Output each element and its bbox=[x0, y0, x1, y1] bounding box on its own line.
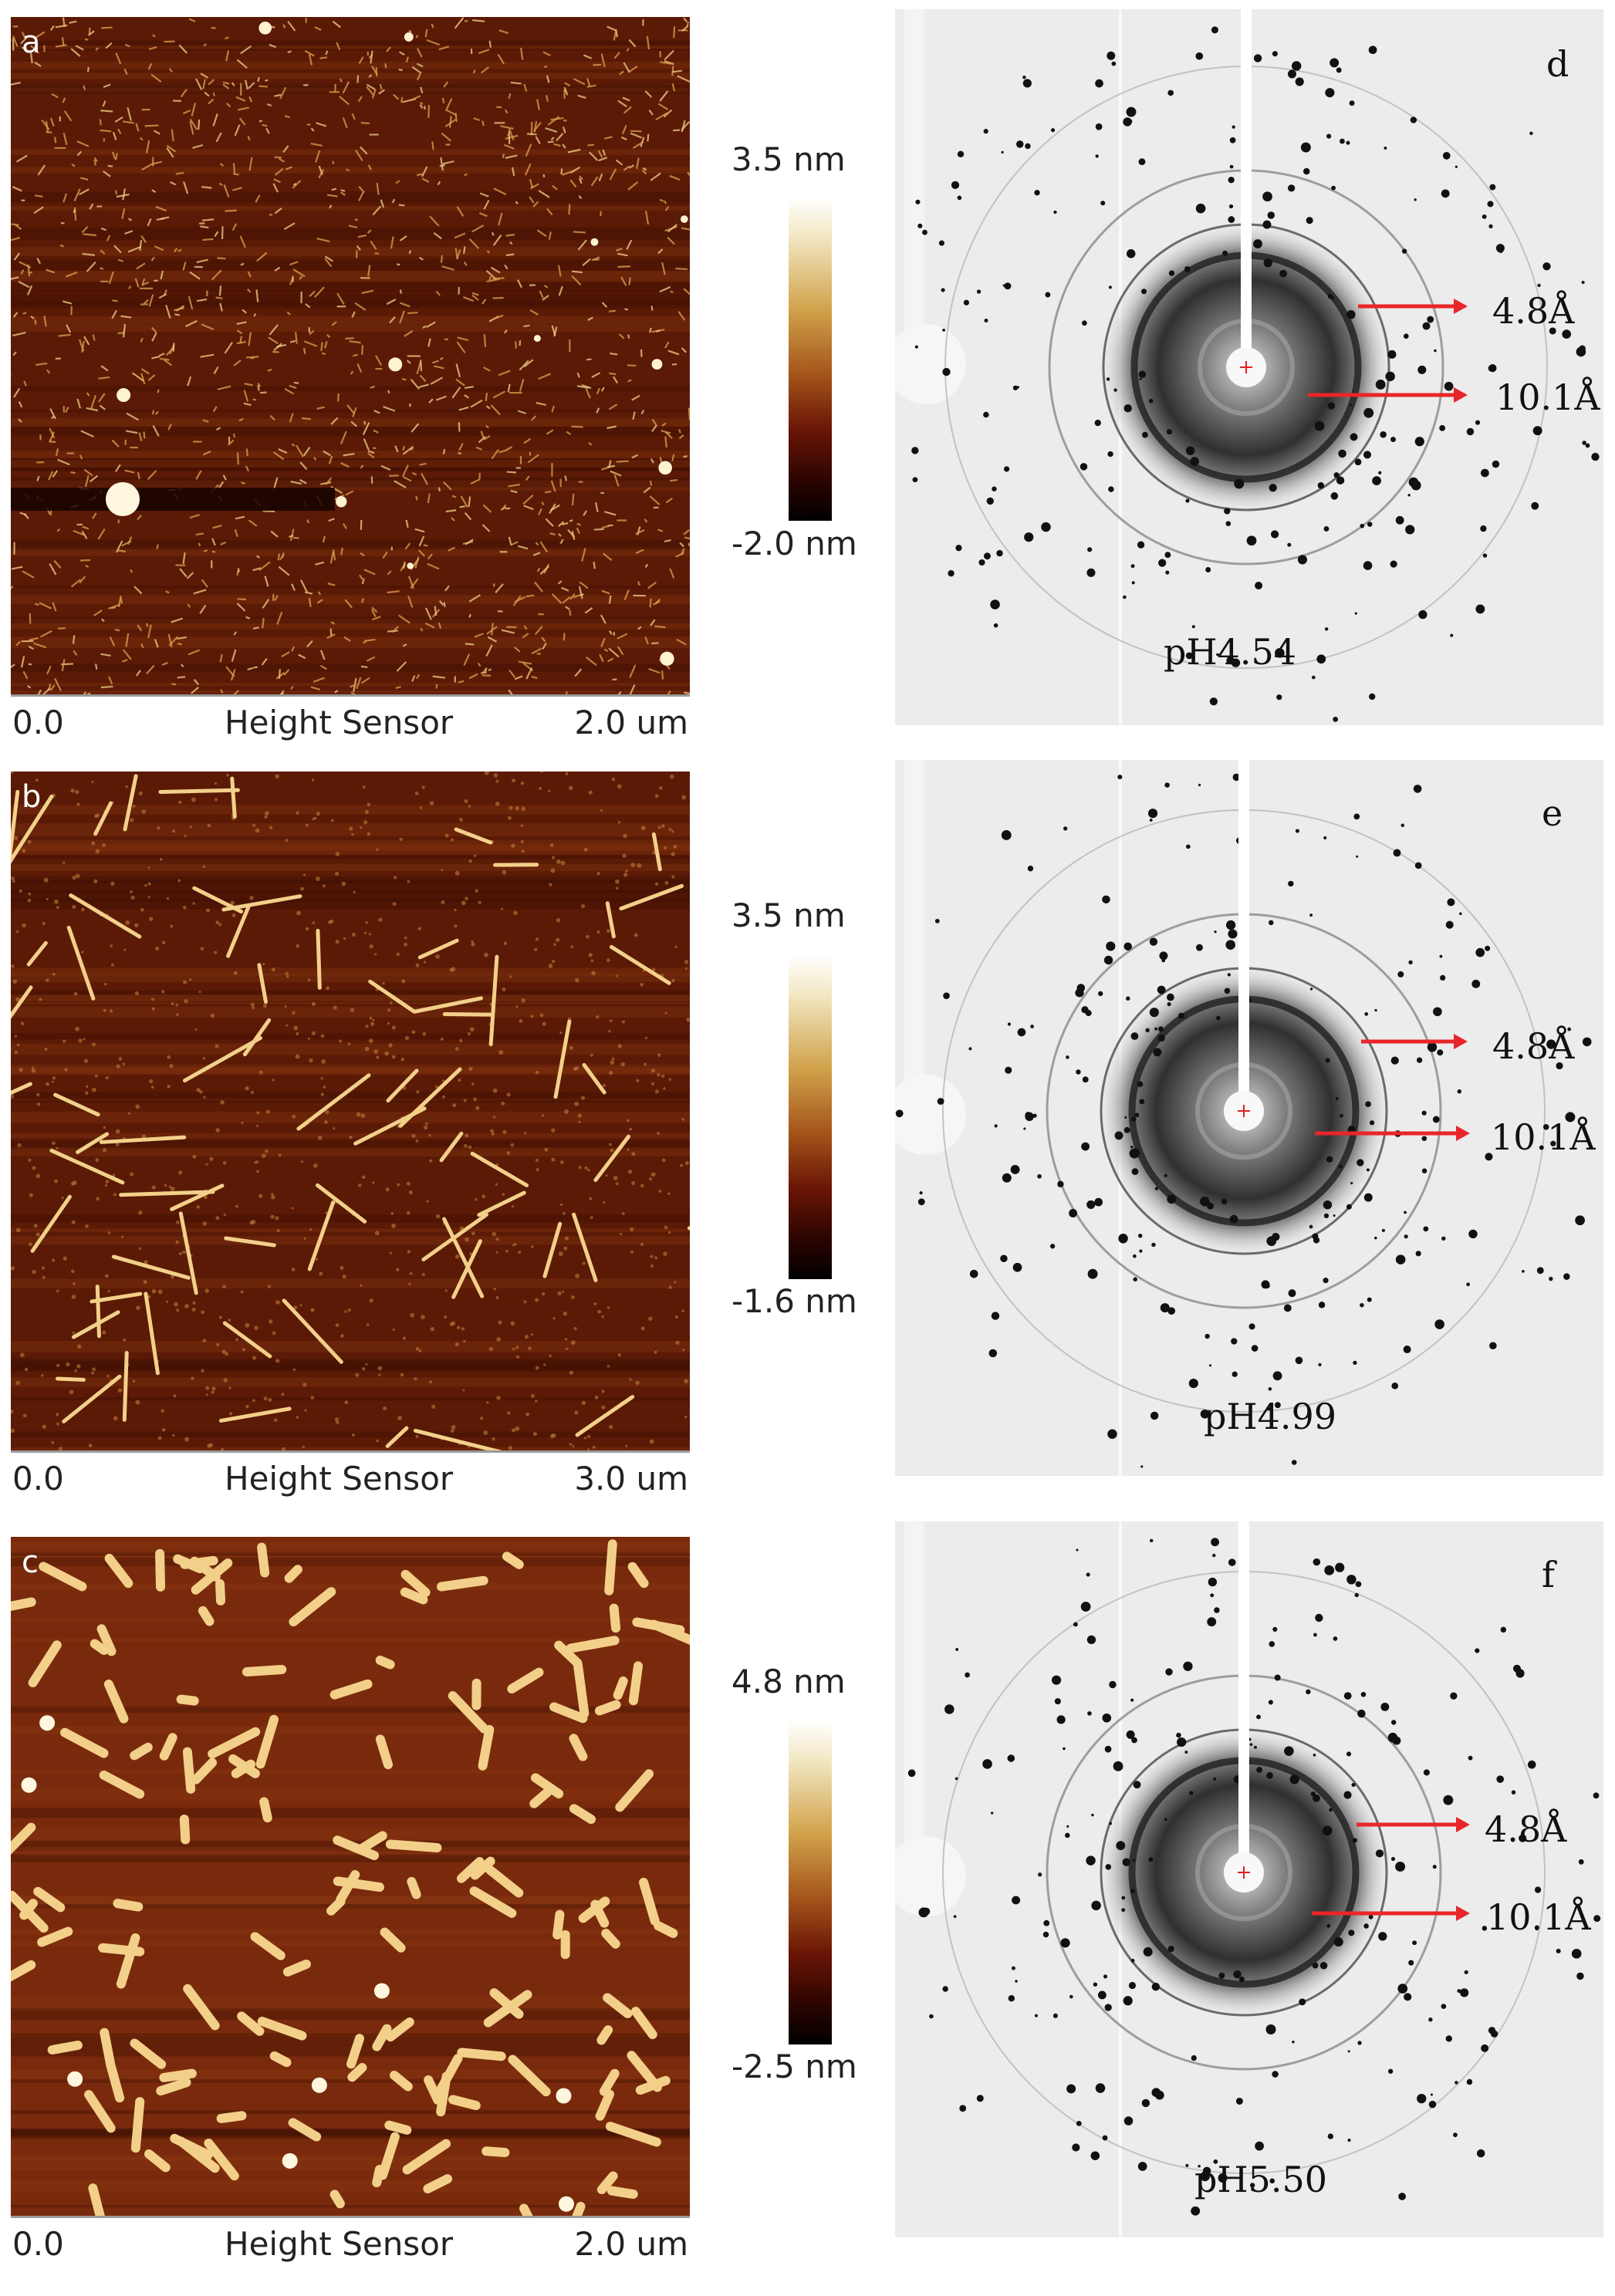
ph-label: pH4.99 bbox=[1204, 1396, 1336, 1437]
axis-line bbox=[11, 1450, 690, 1453]
afm-scale-axis-b: 0.0 Height Sensor 3.0 um bbox=[11, 1450, 690, 1497]
afm-image-c: c bbox=[11, 1537, 690, 2216]
axis-start: 0.0 bbox=[12, 2225, 64, 2263]
panel-letter-d: d bbox=[1546, 43, 1569, 85]
axis-line bbox=[11, 694, 690, 697]
axis-start: 0.0 bbox=[12, 1460, 64, 1497]
diffraction-pattern bbox=[895, 760, 1603, 1476]
afm-image-a: a bbox=[11, 17, 690, 696]
panel-letter-f: f bbox=[1542, 1554, 1556, 1595]
axis-end: 2.0 um bbox=[574, 704, 688, 741]
ph-label: pH4.54 bbox=[1164, 631, 1296, 673]
annotation-10-1A: 10.1Å bbox=[1486, 1896, 1591, 1938]
colorbar-max-label: 4.8 nm bbox=[731, 1663, 846, 1700]
colorbar-a bbox=[789, 197, 832, 521]
axis-end: 2.0 um bbox=[574, 2225, 688, 2263]
colorbar-min-label: -2.5 nm bbox=[731, 2048, 857, 2085]
axis-start: 0.0 bbox=[12, 704, 64, 741]
panel-letter-c: c bbox=[22, 1545, 39, 1580]
diffraction-pattern bbox=[895, 9, 1603, 725]
diffraction-pattern bbox=[895, 1521, 1603, 2237]
axis-title: Height Sensor bbox=[225, 2225, 454, 2263]
colorbar-min-label: -2.0 nm bbox=[731, 525, 857, 562]
afm-height-map bbox=[11, 1537, 690, 2216]
afm-height-map bbox=[11, 772, 690, 1450]
afm-image-b: b bbox=[11, 772, 690, 1450]
afm-scale-axis-c: 0.0 Height Sensor 2.0 um bbox=[11, 2216, 690, 2263]
annotation-4-8A: 4.8Å bbox=[1485, 1808, 1567, 1850]
axis-title: Height Sensor bbox=[225, 1460, 454, 1497]
afm-height-map bbox=[11, 17, 690, 696]
axis-line bbox=[11, 2216, 690, 2218]
panel-letter-e: e bbox=[1542, 792, 1563, 834]
panel-letter-a: a bbox=[22, 25, 41, 60]
colorbar-b bbox=[789, 955, 832, 1279]
annotation-10-1A: 10.1Å bbox=[1495, 376, 1600, 418]
afm-scale-axis-a: 0.0 Height Sensor 2.0 um bbox=[11, 694, 690, 741]
colorbar-c bbox=[789, 1720, 832, 2044]
panel-letter-b: b bbox=[22, 779, 42, 815]
ph-label: pH5.50 bbox=[1194, 2159, 1327, 2200]
colorbar-max-label: 3.5 nm bbox=[731, 896, 846, 934]
diffraction-image-f: f 4.8Å 10.1Å pH5.50 bbox=[895, 1521, 1603, 2237]
diffraction-image-e: e 4.8Å 10.1Å pH4.99 bbox=[895, 760, 1603, 1476]
annotation-4-8A: 4.8Å bbox=[1492, 290, 1575, 332]
axis-title: Height Sensor bbox=[225, 704, 454, 741]
axis-end: 3.0 um bbox=[574, 1460, 688, 1497]
diffraction-image-d: d 4.8Å 10.1Å pH4.54 bbox=[895, 9, 1603, 725]
colorbar-min-label: -1.6 nm bbox=[731, 1282, 857, 1320]
annotation-10-1A: 10.1Å bbox=[1491, 1116, 1596, 1158]
colorbar-max-label: 3.5 nm bbox=[731, 140, 846, 178]
annotation-4-8A: 4.8Å bbox=[1492, 1025, 1575, 1067]
